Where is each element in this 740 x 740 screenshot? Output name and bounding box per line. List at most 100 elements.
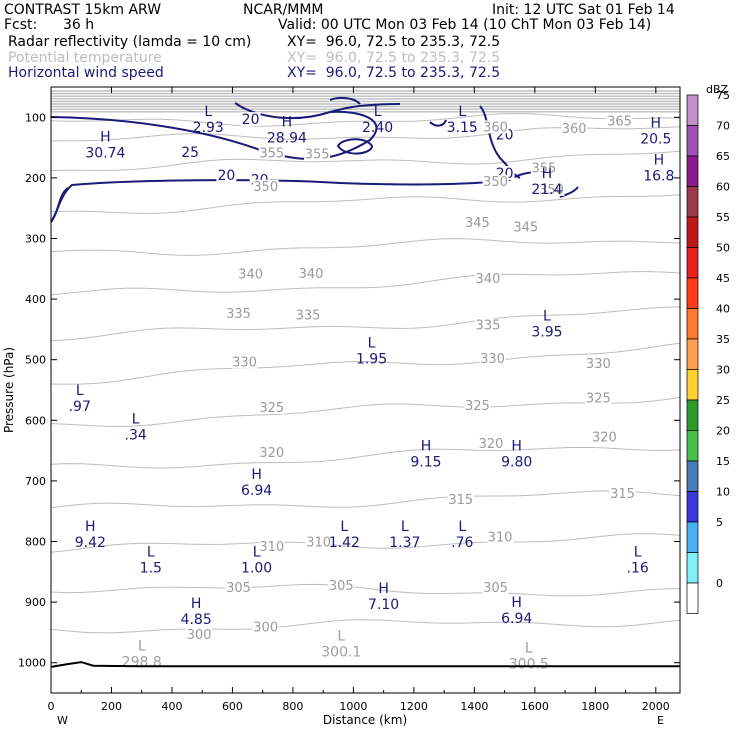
theta-contour-label: 330 [586, 357, 611, 372]
extremum-value: 2.93 [193, 120, 224, 136]
extremum-value: 9.42 [75, 535, 106, 551]
extremum-value: 30.74 [85, 146, 125, 162]
colorbar-bin [686, 216, 699, 248]
theta-label-bg [464, 399, 491, 413]
theta-contour-label: 330 [232, 356, 257, 371]
extremum-high-marker: H [651, 116, 662, 132]
theta-contour-label: 345 [465, 216, 490, 231]
y-tick-label: 300 [25, 233, 46, 246]
colorbar-bin [686, 277, 699, 309]
x-axis: 0 200 400 600 800 1000 1200 1400 1600 1800 2000 [48, 87, 670, 713]
colorbar-bin [686, 491, 699, 523]
extremum-value: 3.95 [531, 324, 562, 340]
field-name-reflectivity: Radar reflectivity (lamda = 10 cm) [8, 34, 252, 50]
extremum-value: 298.8 [122, 655, 162, 671]
x-tick-label: 0 [48, 700, 55, 713]
colorbar-bin [686, 338, 699, 370]
extremum-value: 28.94 [267, 130, 307, 146]
theta-label-bg [482, 580, 509, 594]
extremum-low-marker: L [253, 545, 261, 561]
y-tick-label: 100 [25, 111, 46, 124]
extremum-value: 1.5 [140, 561, 162, 577]
y-tick-label: 500 [25, 354, 46, 367]
extremum-high-marker: H [421, 439, 432, 455]
theta-contour-325 [50, 396, 681, 428]
theta-contour-355 [50, 150, 681, 172]
extremum-low-marker: L [458, 519, 466, 535]
colorbar-bin [686, 155, 699, 187]
colorbar-label: 60 [716, 181, 730, 194]
theta-contour-label: 360 [562, 122, 587, 137]
wind-label-bg [180, 144, 201, 159]
extremum-low-marker: L [337, 628, 345, 644]
theta-contour-label: 310 [306, 536, 331, 551]
extremum-value: .34 [125, 427, 147, 443]
wind-label-bg [216, 167, 237, 182]
extremum-value: 16.8 [643, 169, 674, 185]
extremum-high-marker: H [378, 581, 389, 597]
extremum-value: 1.95 [356, 352, 387, 368]
fcst-value: 36 h [63, 17, 95, 33]
extremum-value: .76 [451, 535, 473, 551]
theta-contour-label: 320 [592, 431, 617, 446]
theta-label-bg [464, 216, 491, 230]
y-tick-label: 1000 [18, 657, 46, 670]
extremum-value: 1.37 [389, 535, 420, 551]
theta-contour-label: 350 [539, 183, 564, 198]
extremum-low-marker: L [374, 104, 382, 120]
org-label: NCAR/MMM [243, 2, 324, 18]
theta-label-bg [482, 120, 509, 134]
theta-label-bg [225, 580, 252, 594]
x-axis-label: Distance (km) [323, 713, 407, 727]
colorbar-label: 65 [716, 150, 730, 163]
theta-contour-labels: 300 300 305 305 305 310 310 310 315 315 320 320 320 3… [186, 114, 636, 643]
theta-contour-320 [50, 446, 681, 469]
theta-label-bg [606, 114, 633, 128]
theta-contour-label: 335 [226, 307, 251, 322]
extremum-low-marker: L [458, 104, 466, 120]
theta-contour-310 [50, 533, 681, 553]
theta-label-bg [225, 307, 252, 321]
theta-label-bg [512, 220, 539, 234]
extremum-value: 20.5 [640, 132, 671, 148]
fcst-label: Fcst: [4, 17, 38, 33]
wind-contour-label: 20 [217, 168, 235, 184]
x-tick-label: 1000 [339, 700, 367, 713]
theta-label-bg [298, 267, 325, 281]
west-label: W [57, 714, 68, 727]
model-title: CONTRAST 15km ARW [4, 2, 162, 18]
extremum-high-marker: H [85, 519, 96, 535]
x-tick-label: 800 [282, 700, 303, 713]
extremum-high-marker: H [100, 130, 111, 146]
theta-label-bg [447, 493, 474, 507]
extremum-value: 1.42 [329, 535, 360, 551]
wind-contour-20-lower-left [50, 187, 69, 223]
wind-label-bg [240, 112, 261, 127]
extremum-low-marker: L [132, 411, 140, 427]
y-tick-label: 600 [25, 414, 46, 427]
colorbar-bin [686, 430, 699, 462]
theta-contour-label: 325 [259, 401, 284, 416]
colorbar-bin [686, 125, 699, 157]
theta-contour-305 [50, 583, 681, 597]
theta-contour-label: 300 [187, 628, 212, 643]
theta-label-bg [585, 356, 612, 370]
extremum-high-marker: H [282, 114, 293, 130]
x-tick-label: 1400 [460, 700, 488, 713]
theta-label-bg [482, 174, 509, 188]
theta-contour-label: 300 [253, 620, 278, 635]
theta-label-bg [609, 487, 636, 501]
y-tick-label: 700 [25, 475, 46, 488]
theta-label-bg [530, 161, 557, 175]
extremum-value: 21.4 [531, 182, 562, 198]
x-tick-label: 2000 [642, 700, 670, 713]
extremum-high-marker: H [251, 467, 262, 483]
theta-label-bg [252, 620, 279, 634]
extremum-value: 300.1 [321, 644, 361, 660]
theta-contour-label: 305 [226, 581, 251, 596]
east-label: E [657, 714, 664, 727]
theta-contour-label: 355 [259, 146, 284, 161]
x-tick-label: 1600 [521, 700, 549, 713]
